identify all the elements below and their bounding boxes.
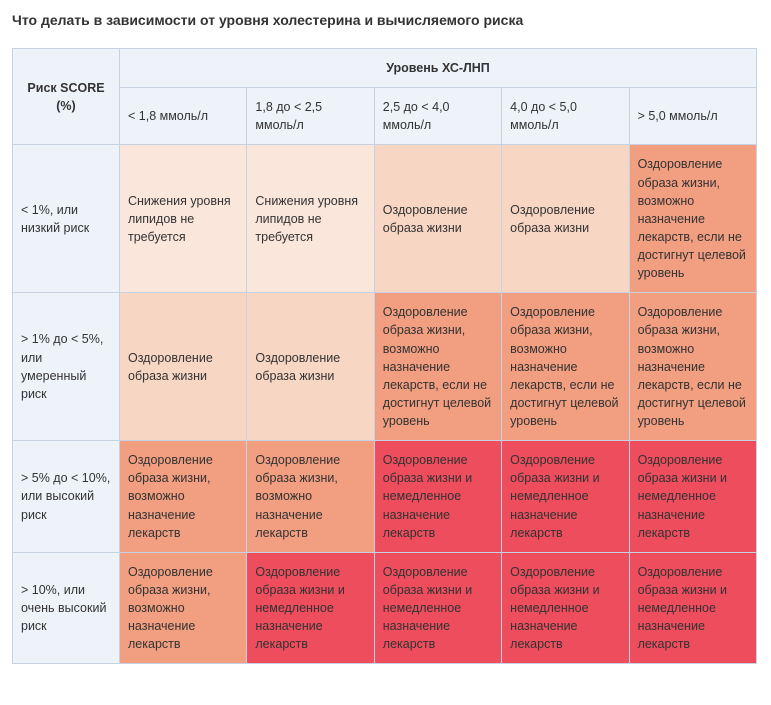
cell-1-0: Оздоровление образа жизни — [120, 293, 247, 441]
row-label-0: < 1%, или низкий риск — [13, 145, 120, 293]
level-header: Уровень ХС-ЛНП — [120, 49, 757, 88]
table-row: > 10%, или очень высокий риск Оздоровлен… — [13, 552, 757, 664]
cell-0-4: Оздоровление образа жизни, возможно назн… — [629, 145, 756, 293]
cell-1-3: Оздоровление образа жизни, возможно назн… — [502, 293, 629, 441]
cell-0-3: Оздоровление образа жизни — [502, 145, 629, 293]
cell-2-0: Оздоровление образа жизни, возможно назн… — [120, 441, 247, 553]
table-row: > 1% до < 5%, или умеренный риск Оздоров… — [13, 293, 757, 441]
cell-3-1: Оздоровление образа жизни и немедленное … — [247, 552, 374, 664]
cell-2-1: Оздоровление образа жизни, возможно назн… — [247, 441, 374, 553]
row-label-3: > 10%, или очень высокий риск — [13, 552, 120, 664]
cell-3-3: Оздоровление образа жизни и немедленное … — [502, 552, 629, 664]
col-header-1: 1,8 до < 2,5 ммоль/л — [247, 88, 374, 145]
cell-1-4: Оздоровление образа жизни, возможно назн… — [629, 293, 756, 441]
cell-3-4: Оздоровление образа жизни и немедленное … — [629, 552, 756, 664]
page-title: Что делать в зависимости от уровня холес… — [12, 12, 759, 28]
table-row: > 5% до < 10%, или высокий риск Оздоровл… — [13, 441, 757, 553]
cell-3-0: Оздоровление образа жизни, возможно назн… — [120, 552, 247, 664]
cell-2-3: Оздоровление образа жизни и немедленное … — [502, 441, 629, 553]
cell-1-2: Оздоровление образа жизни, возможно назн… — [374, 293, 501, 441]
cell-3-2: Оздоровление образа жизни и немедленное … — [374, 552, 501, 664]
cell-2-2: Оздоровление образа жизни и немедленное … — [374, 441, 501, 553]
risk-table: Риск SCORE (%) Уровень ХС-ЛНП < 1,8 ммол… — [12, 48, 757, 664]
row-label-1: > 1% до < 5%, или умеренный риск — [13, 293, 120, 441]
cell-2-4: Оздоровление образа жизни и немедленное … — [629, 441, 756, 553]
col-header-4: > 5,0 ммоль/л — [629, 88, 756, 145]
table-row: < 1%, или низкий риск Снижения уровня ли… — [13, 145, 757, 293]
cell-0-0: Снижения уровня липидов не требуется — [120, 145, 247, 293]
cell-0-1: Снижения уровня липидов не требуется — [247, 145, 374, 293]
col-header-0: < 1,8 ммоль/л — [120, 88, 247, 145]
col-header-2: 2,5 до < 4,0 ммоль/л — [374, 88, 501, 145]
row-label-2: > 5% до < 10%, или высокий риск — [13, 441, 120, 553]
risk-header: Риск SCORE (%) — [13, 49, 120, 145]
col-header-3: 4,0 до < 5,0 ммоль/л — [502, 88, 629, 145]
cell-0-2: Оздоровление образа жизни — [374, 145, 501, 293]
table-body: < 1%, или низкий риск Снижения уровня ли… — [13, 145, 757, 664]
cell-1-1: Оздоровление образа жизни — [247, 293, 374, 441]
